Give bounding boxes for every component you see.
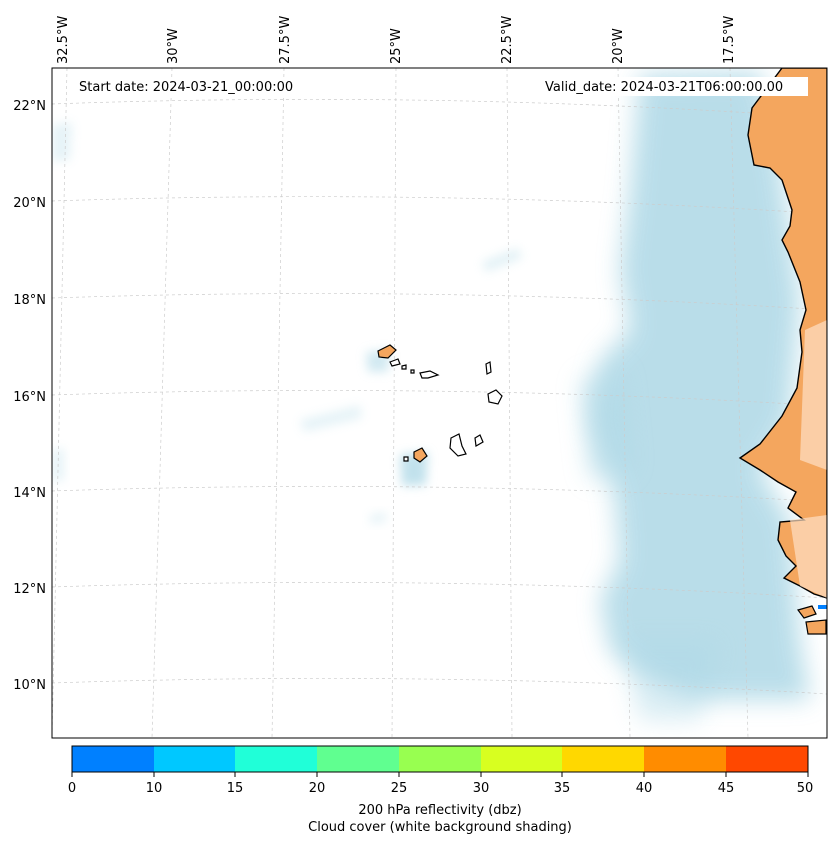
colorbar-tick: 20 [309, 781, 326, 796]
cloud-cover [52, 72, 810, 720]
colorbar-tick: 40 [636, 781, 653, 796]
start-date-label: Start date: 2024-03-21_00:00:00 [79, 80, 293, 95]
colorbar-segment [481, 746, 563, 772]
lon-label: 32.5°W [56, 16, 71, 64]
colorbar-segment [562, 746, 644, 772]
colorbar-tick: 10 [146, 781, 163, 796]
valid-date-label: Valid_date: 2024-03-21T06:00:00.00 [545, 80, 783, 95]
colorbar: 0 10 15 20 25 30 35 40 45 50 200 hPa ref… [68, 745, 814, 835]
lon-label: 20°W [611, 28, 626, 64]
lat-label: 16°N [13, 390, 46, 405]
colorbar-tick: 45 [718, 781, 735, 796]
lat-label: 14°N [13, 486, 46, 501]
lat-label: 10°N [13, 678, 46, 693]
colorbar-tick: 15 [227, 781, 244, 796]
lat-label: 20°N [13, 196, 46, 211]
colorbar-tick: 35 [554, 781, 571, 796]
map-gridlines [52, 68, 827, 738]
lon-label: 27.5°W [278, 16, 293, 64]
cape-verde-islands [377, 344, 503, 463]
valid-date-box [540, 77, 808, 96]
latitude-labels: 22°N 20°N 18°N 16°N 14°N 12°N 10°N [13, 99, 46, 693]
colorbar-segment [72, 746, 154, 772]
start-date-box [72, 77, 314, 96]
lon-label: 22.5°W [500, 16, 515, 64]
lat-label: 22°N [13, 99, 46, 114]
colorbar-segment [235, 746, 317, 772]
colorbar-tick: 50 [797, 781, 814, 796]
colorbar-tick: 0 [68, 781, 76, 796]
colorbar-segment [644, 746, 726, 772]
colorbar-sublabel: Cloud cover (white background shading) [308, 820, 572, 835]
colorbar-segment [317, 746, 399, 772]
african-coast [738, 68, 827, 599]
lon-label: 30°W [166, 28, 181, 64]
colorbar-tick: 25 [391, 781, 408, 796]
colorbar-segment [726, 746, 808, 772]
colorbar-tick: 30 [473, 781, 490, 796]
lon-label: 17.5°W [722, 16, 737, 64]
colorbar-segment [154, 746, 236, 772]
map-frame [51, 67, 828, 739]
longitude-labels: 32.5°W 30°W 27.5°W 25°W 22.5°W 20°W 17.5… [56, 16, 737, 64]
map-area: Start date: 2024-03-21_00:00:00 Valid_da… [52, 68, 827, 738]
colorbar-segment [399, 746, 481, 772]
lon-label: 25°W [389, 28, 404, 64]
colorbar-label: 200 hPa reflectivity (dbz) [358, 803, 521, 818]
colorbar-frame [71, 745, 809, 773]
lat-label: 12°N [13, 582, 46, 597]
lat-label: 18°N [13, 293, 46, 308]
